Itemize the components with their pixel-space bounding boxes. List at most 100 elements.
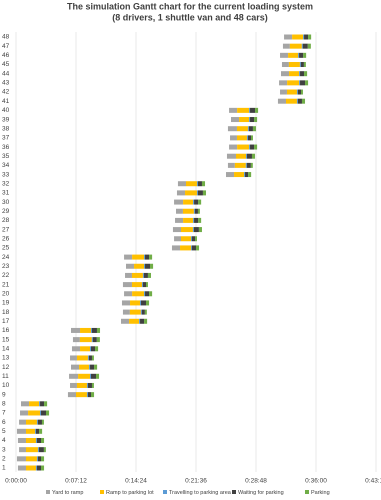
y-tick-label: 20 [2, 290, 10, 297]
gantt-segment [237, 107, 250, 113]
gantt-segment [299, 80, 301, 86]
gantt-segment [304, 71, 308, 77]
gantt-segment [250, 117, 255, 123]
gantt-segment [237, 144, 250, 150]
gantt-segment [145, 291, 150, 297]
gantt-segment [246, 135, 248, 141]
gantt-segment [145, 254, 150, 260]
gantt-segment [286, 89, 297, 95]
chart-title: The simulation Gantt chart for the curre… [67, 1, 313, 11]
gantt-segment [303, 62, 306, 68]
gantt-segment [96, 373, 100, 379]
gantt-segment [131, 282, 142, 288]
gantt-segment [86, 382, 88, 388]
gantt-segment [26, 456, 37, 462]
gantt-segment [90, 346, 91, 352]
gantt-segment [185, 190, 197, 196]
gantt-segment [144, 254, 146, 260]
gantt-segment [79, 364, 90, 370]
gantt-segment [193, 217, 195, 223]
gantt-segment [79, 337, 92, 343]
gantt-segment [300, 62, 304, 68]
gantt-segment [300, 71, 305, 77]
gantt-segment [301, 89, 303, 95]
y-tick-label: 15 [2, 336, 10, 343]
gantt-segment [250, 162, 253, 168]
y-tick-label: 36 [2, 144, 10, 151]
gantt-segment [26, 447, 38, 453]
gantt-segment [141, 300, 146, 306]
gantt-segment [70, 355, 77, 361]
x-tick-label: 0:43:12 [365, 478, 381, 485]
gantt-segment [146, 300, 150, 306]
gantt-segment [69, 373, 79, 379]
gantt-segment [301, 98, 306, 104]
gantt-segment [91, 327, 97, 333]
gantt-segment [175, 217, 184, 223]
gantt-segment [193, 199, 195, 205]
gantt-segment [19, 419, 26, 425]
gantt-segment [180, 245, 191, 251]
gantt-segment [234, 172, 245, 178]
gantt-segment [87, 355, 89, 361]
gantt-segment [226, 172, 235, 178]
y-tick-label: 10 [2, 382, 10, 389]
gantt-segment [196, 181, 198, 187]
gantt-segment [90, 364, 95, 370]
gantt-segment [150, 263, 154, 269]
gantt-segment [35, 428, 36, 434]
gantt-segment [302, 43, 308, 49]
gantt-segment [197, 181, 202, 187]
y-tick-label: 18 [2, 309, 10, 316]
gantt-segment [231, 117, 240, 123]
gantt-segment [131, 272, 143, 278]
gantt-segment [181, 227, 193, 233]
gantt-segment [129, 309, 141, 315]
y-tick-label: 48 [2, 34, 10, 41]
gantt-segment [87, 382, 92, 388]
gantt-segment [36, 437, 37, 443]
y-tick-label: 7 [2, 410, 6, 417]
gantt-segment [80, 346, 91, 352]
gantt-segment [249, 144, 251, 150]
gantt-segment [186, 181, 197, 187]
x-tick-label: 0:00:00 [5, 478, 27, 485]
gantt-segment [252, 126, 256, 132]
x-tick-label: 0:07:12 [65, 478, 87, 485]
y-tick-label: 37 [2, 135, 10, 142]
gantt-segment [301, 43, 303, 49]
legend-swatch [305, 490, 309, 494]
gantt-segment [201, 181, 206, 187]
gantt-segment [87, 392, 91, 398]
gantt-segment [16, 428, 26, 434]
gantt-segment [287, 80, 300, 86]
gantt-segment [132, 254, 145, 260]
legend-label: Ramp to parking lot [106, 490, 154, 496]
gantt-segment [144, 309, 147, 315]
gantt-segment [307, 43, 311, 49]
y-tick-label: 42 [2, 89, 10, 96]
gantt-segment [36, 465, 41, 471]
gantt-segment [37, 447, 39, 453]
gantt-segment [254, 117, 258, 123]
y-tick-label: 9 [2, 391, 6, 398]
gantt-segment [244, 172, 246, 178]
gantt-segment [96, 327, 101, 333]
y-tick-label: 44 [2, 70, 10, 77]
gantt-segment [229, 144, 238, 150]
gantt-segment [41, 456, 45, 462]
gantt-segment [236, 126, 248, 132]
gantt-segment [194, 217, 199, 223]
gantt-segment [198, 227, 202, 233]
gantt-segment [299, 62, 301, 68]
gantt-segment [182, 208, 194, 214]
gantt-segment [305, 80, 309, 86]
gantt-segment [41, 410, 46, 416]
gantt-segment [146, 282, 148, 288]
y-tick-label: 17 [2, 318, 10, 325]
gantt-segment [130, 300, 141, 306]
gantt-segment [134, 263, 145, 269]
gantt-segment [248, 126, 253, 132]
gantt-segment [17, 437, 26, 443]
gantt-segment [300, 80, 306, 86]
